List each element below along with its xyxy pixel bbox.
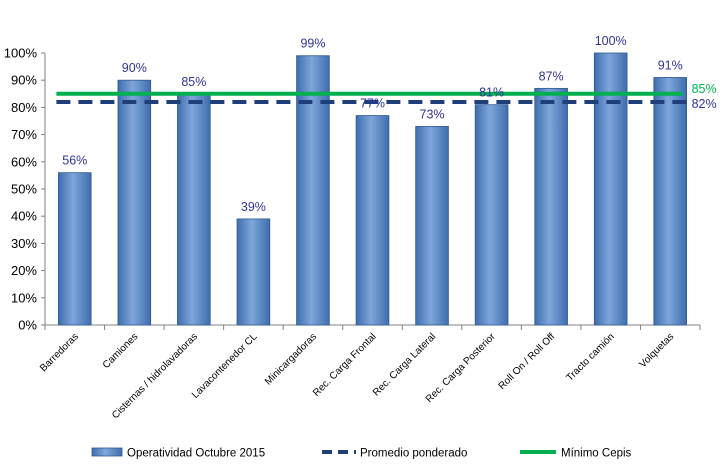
- legend-bar-swatch: [91, 447, 123, 457]
- x-tick-label: Volquetas: [638, 331, 677, 370]
- y-tick-label: 90%: [11, 73, 37, 88]
- data-labels: 56%90%85%39%99%77%73%81%87%100%91%85%82%: [62, 34, 716, 214]
- x-tick-label: Roll On / Roll Off: [497, 331, 558, 392]
- data-label: 90%: [122, 61, 147, 75]
- data-label: 87%: [539, 69, 564, 83]
- bar: [236, 218, 271, 326]
- legend-label: Promedio ponderado: [360, 448, 467, 460]
- minimum-line-label: 85%: [692, 82, 717, 96]
- bar: [117, 79, 152, 326]
- legend-label: Operatividad Octubre 2015: [127, 448, 265, 460]
- bar: [593, 52, 628, 326]
- reference-lines: [56, 91, 691, 104]
- x-tick-label: Rec. Carga Lateral: [371, 331, 438, 398]
- legend-label: Mínimo Cepis: [561, 448, 632, 460]
- bar-group: [57, 52, 688, 326]
- y-tick-label: 80%: [11, 100, 37, 115]
- y-tick-label: 30%: [11, 236, 37, 251]
- y-tick-label: 70%: [11, 127, 37, 142]
- bar: [534, 87, 568, 326]
- y-tick-label: 60%: [11, 154, 37, 169]
- y-tick-label: 20%: [11, 263, 37, 278]
- y-tick-label: 50%: [11, 182, 37, 197]
- bar: [57, 172, 92, 326]
- x-tick-label: Rec. Carga Frontal: [311, 331, 379, 399]
- data-label: 77%: [360, 97, 385, 111]
- y-tick-label: 10%: [11, 290, 37, 305]
- data-label: 85%: [181, 75, 206, 89]
- data-label: 81%: [479, 86, 504, 100]
- x-tick-label: Lavacontenedor CL: [190, 331, 260, 401]
- bar: [355, 115, 390, 326]
- x-tick-label: Minicargadoras: [263, 331, 319, 387]
- legend: Operatividad Octubre 2015 Promedio ponder…: [91, 447, 632, 460]
- bar: [415, 126, 449, 326]
- y-tick-label: 0%: [18, 318, 37, 333]
- bar: [653, 77, 688, 326]
- bar: [177, 93, 211, 326]
- data-label: 56%: [62, 154, 87, 168]
- data-label: 39%: [241, 200, 266, 214]
- data-label: 100%: [595, 34, 627, 48]
- data-label: 91%: [658, 58, 683, 72]
- bar: [296, 55, 330, 326]
- y-tick-label: 40%: [11, 209, 37, 224]
- x-tick-label: Tracto camión: [564, 331, 616, 383]
- y-tick-label: 100%: [4, 46, 38, 61]
- data-label: 73%: [420, 107, 445, 121]
- data-label: 99%: [300, 37, 325, 51]
- x-tick-label: Barredoras: [38, 331, 81, 374]
- average-line-label: 82%: [692, 97, 717, 111]
- bar: [474, 104, 509, 326]
- x-tick-label: Camiones: [101, 331, 141, 371]
